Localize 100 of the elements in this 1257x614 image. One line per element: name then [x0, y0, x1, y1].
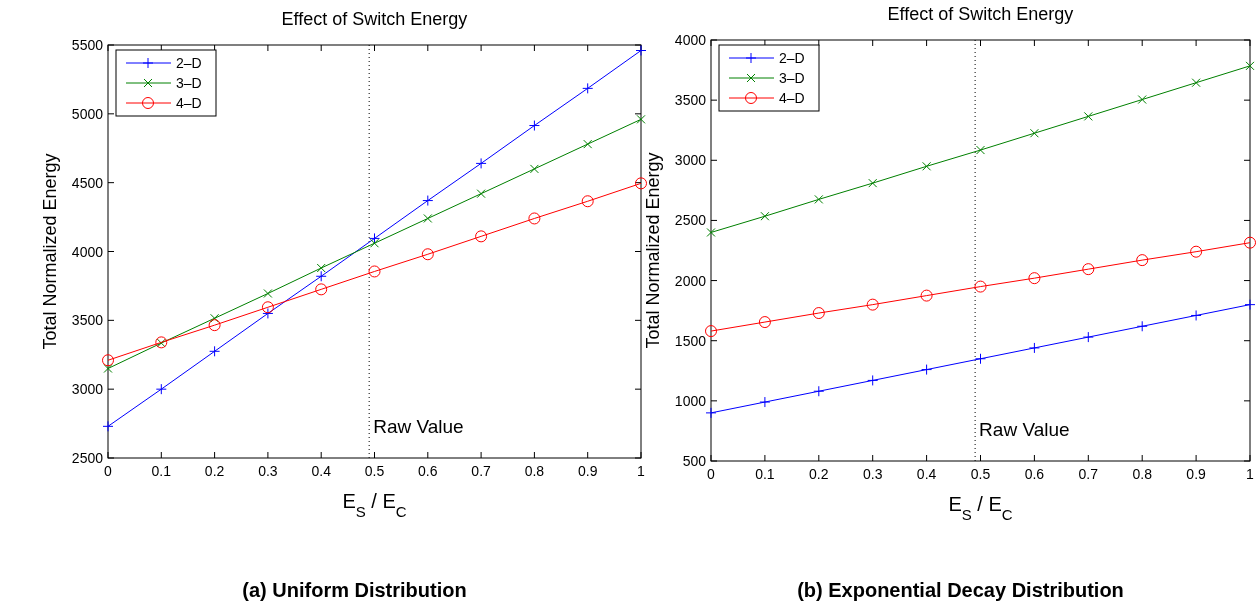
chart-title: Effect of Switch Energy [281, 9, 468, 29]
point [102, 354, 114, 367]
point [1029, 128, 1039, 138]
point [635, 177, 647, 190]
point [1136, 254, 1149, 267]
point [315, 283, 328, 296]
ref-line-label: Raw Value [373, 416, 464, 437]
point [1191, 78, 1201, 88]
point [866, 298, 879, 311]
x-tick-label: 1 [637, 463, 646, 479]
point [758, 316, 771, 329]
point [423, 213, 433, 223]
x-tick-label: 0.7 [1078, 466, 1099, 482]
x-tick-label: 0.7 [471, 463, 492, 479]
x-tick-label: 0.1 [755, 466, 775, 482]
point [635, 45, 647, 57]
chart-title: Effect of Switch Energy [887, 4, 1074, 24]
legend-label: 3–D [779, 70, 805, 86]
x-tick-label: 0.5 [364, 463, 385, 479]
x-axis-title: E$_{S}$ / E$_{C}$ [948, 493, 1013, 523]
point [1082, 263, 1095, 276]
point [1028, 272, 1041, 285]
y-tick-label: 3000 [71, 381, 104, 398]
point [369, 232, 380, 244]
y-axis-title: Total Normalized Energy [40, 153, 60, 350]
point [155, 383, 167, 395]
point [528, 120, 540, 132]
y-tick-label: 3500 [71, 312, 104, 329]
x-tick-label: 0.6 [1024, 466, 1045, 482]
y-tick-label: 2500 [674, 212, 707, 229]
x-tick-label: 0.5 [970, 466, 991, 482]
y-tick-label: 5000 [71, 105, 104, 122]
y-axis-title: Total Normalized Energy [643, 152, 663, 349]
point [1244, 236, 1256, 249]
y-tick-label: 3500 [674, 92, 707, 109]
point [1190, 245, 1203, 258]
point [208, 319, 221, 332]
y-tick-label: 1000 [674, 392, 707, 409]
point [476, 189, 486, 199]
point [316, 263, 326, 273]
point [1244, 299, 1256, 311]
point [636, 114, 646, 124]
point [759, 396, 771, 408]
x-tick-label: 0 [104, 463, 113, 479]
point [475, 230, 488, 243]
point [706, 227, 716, 237]
point [975, 353, 986, 365]
point [1136, 320, 1148, 332]
x-tick-label: 1 [1246, 466, 1255, 482]
x-tick-label: 0 [707, 466, 716, 482]
legend-label: 4–D [779, 90, 805, 106]
x-tick-label: 0.3 [862, 466, 883, 482]
legend-label: 4–D [176, 95, 202, 111]
point [529, 164, 539, 174]
y-tick-label: 3000 [674, 152, 707, 169]
y-tick-label: 2500 [71, 450, 104, 466]
legend-label: 2–D [176, 55, 202, 71]
point [1137, 95, 1147, 105]
point [262, 307, 274, 319]
point [263, 288, 273, 298]
point [812, 307, 825, 320]
x-tick-label: 0.4 [311, 463, 332, 479]
point [868, 178, 878, 188]
y-tick-label: 4500 [71, 174, 104, 191]
point [475, 157, 487, 169]
point [760, 211, 770, 221]
x-tick-label: 0.2 [204, 463, 225, 479]
point [103, 364, 113, 374]
point [974, 280, 987, 293]
x-tick-label: 0.1 [151, 463, 172, 479]
point [1190, 309, 1202, 321]
point [922, 161, 932, 171]
text: (a) Uniform Distribution [242, 579, 467, 601]
point [705, 325, 717, 338]
point [315, 270, 327, 282]
x-tick-label: 0.4 [916, 466, 937, 482]
x-tick-label: 0.8 [1132, 466, 1153, 482]
point [209, 345, 221, 357]
point [1028, 342, 1040, 354]
y-tick-label: 2000 [674, 272, 707, 289]
point [528, 212, 541, 225]
point [422, 195, 434, 207]
point [261, 301, 274, 314]
point [368, 265, 381, 278]
ref-line-label: Raw Value [979, 419, 1070, 440]
y-tick-label: 5500 [71, 37, 104, 53]
y-tick-label: 4000 [71, 243, 104, 260]
point [920, 289, 933, 302]
legend-label: 3–D [176, 75, 202, 91]
x-tick-label: 0.6 [418, 463, 438, 479]
point [210, 313, 220, 323]
x-axis-title: E$_{S}$ / E$_{C}$ [342, 490, 407, 520]
point [581, 195, 594, 208]
point [1083, 111, 1093, 121]
point [582, 82, 594, 94]
y-tick-label: 500 [682, 453, 707, 469]
point [976, 145, 985, 155]
x-tick-label: 0.3 [258, 463, 278, 479]
point [370, 238, 379, 248]
x-tick-label: 0.8 [524, 463, 545, 479]
